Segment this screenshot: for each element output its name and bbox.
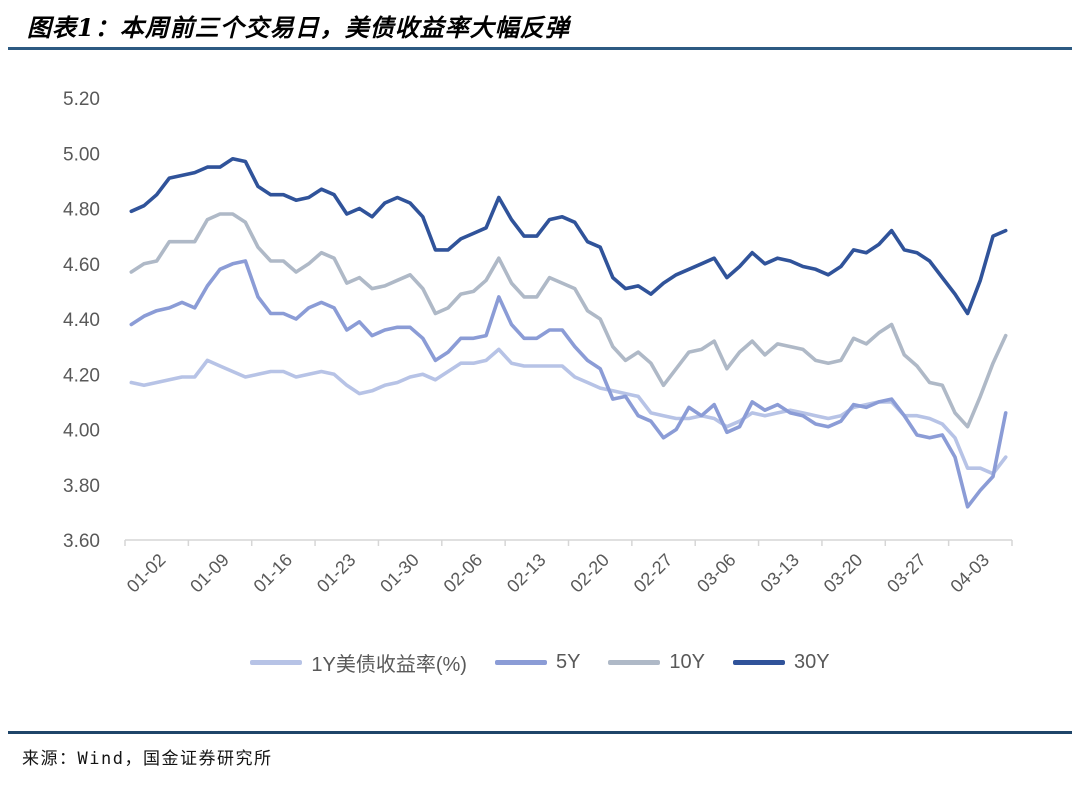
- legend-item-10y: 10Y: [608, 651, 705, 674]
- legend-item-5y: 5Y: [494, 651, 581, 674]
- x-axis-label: 04-03: [946, 550, 993, 597]
- series-line-5y: [129, 259, 1008, 509]
- legend-label-5y: 5Y: [555, 651, 581, 673]
- x-axis-label: 03-27: [883, 550, 930, 597]
- chart-legend: 1Y美债收益率(%) 5Y 10Y 30Y: [0, 648, 1080, 677]
- title-underline: [8, 47, 1072, 50]
- y-axis-label: 5.20: [63, 89, 100, 110]
- y-axis-label: 4.80: [63, 200, 100, 221]
- y-axis-label: 3.60: [63, 531, 100, 552]
- y-axis-label: 3.80: [63, 476, 100, 497]
- legend-swatch-30y-icon: [733, 660, 786, 665]
- x-axis-label: 01-02: [123, 550, 170, 597]
- series-line-30y: [129, 157, 1008, 316]
- figure-title: 图表1：本周前三个交易日，美债收益率大幅反弹: [27, 13, 570, 42]
- x-axis-label: 03-13: [756, 550, 803, 597]
- series-line-1y: [129, 347, 1008, 476]
- y-axis-label: 4.20: [63, 365, 100, 386]
- legend-label-30y: 30Y: [794, 651, 830, 673]
- y-axis-label: 4.40: [63, 310, 100, 331]
- x-axis-label: 01-09: [186, 550, 233, 597]
- footer-divider: [8, 731, 1072, 734]
- x-axis-label: 01-30: [376, 550, 423, 597]
- series-line-10y: [129, 212, 1008, 429]
- x-axis-label: 02-13: [503, 550, 550, 597]
- y-axis-label: 4.00: [63, 421, 100, 442]
- legend-item-30y: 30Y: [733, 651, 830, 674]
- legend-label-10y: 10Y: [669, 651, 706, 673]
- legend-swatch-1y-icon: [250, 660, 303, 665]
- legend-item-1y: 1Y美债收益率(%): [250, 648, 467, 677]
- x-axis-label: 01-16: [250, 550, 297, 597]
- legend-label-1y: 1Y美债收益率(%): [311, 654, 467, 676]
- y-axis-label: 4.60: [63, 255, 100, 276]
- legend-swatch-10y-icon: [608, 660, 661, 665]
- yield-line-chart: 5.20 5.00 4.80 4.60 4.40 4.20 4.00 3.80 3.60 01-0…: [63, 89, 1013, 597]
- x-axis-label: 03-06: [693, 550, 740, 597]
- x-axis-label: 02-27: [630, 550, 677, 597]
- x-axis-label: 01-23: [313, 550, 360, 597]
- x-axis-label: 02-20: [566, 550, 613, 597]
- x-axis-label: 03-20: [820, 550, 867, 597]
- source-note: 来源：Wind，国金证券研究所: [22, 749, 273, 769]
- x-axis-label: 02-06: [440, 550, 487, 597]
- legend-swatch-5y-icon: [494, 660, 547, 665]
- y-axis-label: 5.00: [63, 144, 100, 165]
